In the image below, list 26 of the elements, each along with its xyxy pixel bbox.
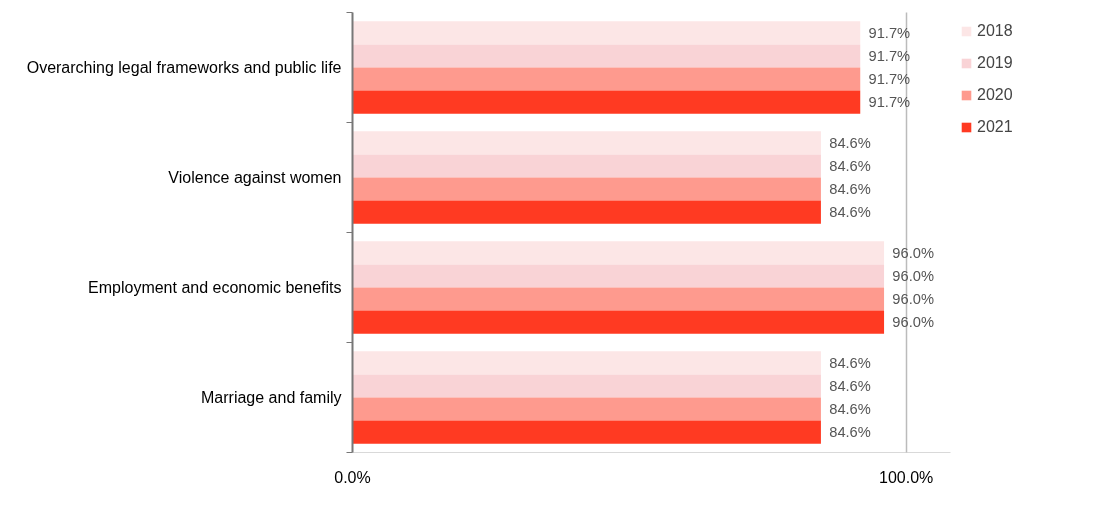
- y-tick-label: Marriage and family: [201, 389, 342, 406]
- data-label: 96.0%: [892, 244, 934, 261]
- data-label: 96.0%: [892, 291, 934, 308]
- legend-label: 2019: [977, 54, 1013, 72]
- data-label: 84.6%: [829, 157, 871, 174]
- x-tick-label: 0.0%: [334, 468, 371, 486]
- data-label: 96.0%: [892, 267, 934, 284]
- data-label: 84.6%: [829, 424, 871, 441]
- data-label: 84.6%: [829, 401, 871, 418]
- data-label: 84.6%: [829, 354, 871, 371]
- y-tick-label: Violence against women: [168, 169, 342, 186]
- x-tick-label: 100.0%: [879, 468, 934, 486]
- data-label: 84.6%: [829, 377, 871, 394]
- y-tick-label: Overarching legal frameworks and public life: [26, 59, 342, 76]
- data-label: 96.0%: [892, 314, 934, 331]
- y-tick-label: Employment and economic benefits: [88, 279, 342, 296]
- data-label: 84.6%: [829, 181, 871, 198]
- data-label: 91.7%: [868, 47, 911, 64]
- legend-label: 2020: [977, 86, 1013, 104]
- data-label: 91.7%: [868, 24, 911, 41]
- legend-label: 2021: [977, 118, 1013, 136]
- data-label: 84.6%: [829, 134, 871, 151]
- data-label: 84.6%: [829, 204, 871, 221]
- data-label: 91.7%: [868, 71, 911, 88]
- data-label: 91.7%: [868, 94, 911, 111]
- legend-label: 2018: [977, 22, 1013, 40]
